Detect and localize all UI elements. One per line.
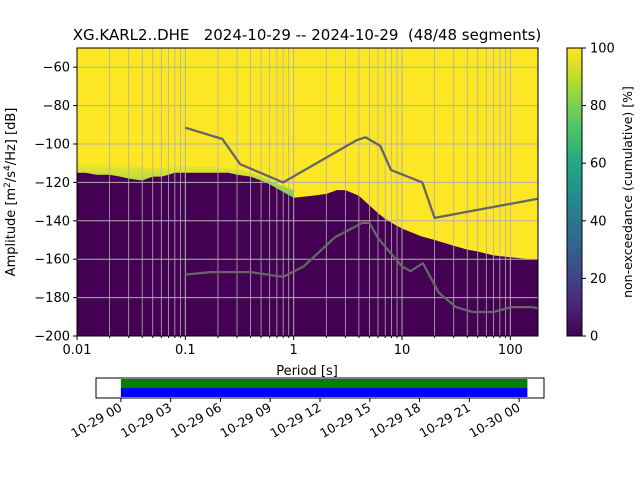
timeline-tick-label: 10-29 03 — [118, 400, 174, 441]
x-axis: 0.01 0.1 1 10 100 — [63, 336, 523, 358]
timeline-tick-label: 10-29 15 — [317, 400, 373, 441]
timeline-tick-label: 10-29 21 — [417, 400, 473, 441]
timeline-bar — [120, 388, 528, 397]
nlnm-curve — [185, 221, 538, 314]
colorbar-tick-label: 60 — [590, 157, 607, 172]
y-tick-label: −180 — [34, 291, 70, 306]
chart-title: XG.KARL2..DHE 2024-10-29 -- 2024-10-29 (… — [73, 26, 542, 44]
x-axis-label: Period [s] — [276, 364, 338, 379]
timeline-tick-label: 10-29 12 — [267, 400, 323, 441]
colorbar-tick-label: 80 — [590, 99, 607, 114]
timeline-tick-label: 10-29 06 — [168, 400, 224, 441]
timeline-tick-label: 10-29 18 — [367, 400, 423, 441]
colorbar-tick-label: 40 — [590, 214, 607, 229]
y-tick-label: −100 — [34, 138, 70, 153]
y-tick-label: −60 — [43, 61, 70, 76]
colorbar-tick-label: 100 — [590, 42, 615, 57]
y-tick-label: −160 — [34, 253, 70, 268]
x-tick-label: 1 — [290, 343, 298, 358]
y-axis: −60 −80 −100 −120 −140 −160 −180 −200 — [34, 61, 77, 345]
nhnm-curve — [184, 126, 538, 220]
y-axis-label: Amplitude [m2/s4/Hz] [dB] — [3, 108, 19, 277]
colorbar-axis: 0 20 40 60 80 100 — [582, 42, 615, 345]
x-tick-label: 0.01 — [63, 343, 92, 358]
colorbar — [567, 48, 582, 336]
timeline-tick-label: 10-30 00 — [466, 400, 522, 441]
timeline-bar — [120, 379, 528, 388]
colorbar-tick-label: 0 — [590, 330, 598, 345]
noise-model-curves — [184, 126, 538, 314]
y-tick-label: −140 — [34, 214, 70, 229]
timeline-tick-label: 10-29 09 — [218, 400, 274, 441]
x-tick-label: 100 — [498, 343, 523, 358]
y-tick-label: −120 — [34, 176, 70, 191]
timeline-tick-label: 10-29 00 — [68, 400, 124, 441]
low-percentile-region — [77, 172, 538, 336]
x-tick-label: 0.1 — [175, 343, 196, 358]
colorbar-label: non-exceedance (cumulative) [%] — [620, 86, 635, 298]
colorbar-tick-label: 20 — [590, 272, 607, 287]
plot-frame — [76, 47, 539, 337]
y-tick-label: −200 — [34, 330, 70, 345]
y-tick-label: −80 — [43, 99, 70, 114]
colorbar-frame — [566, 47, 583, 337]
x-tick-label: 10 — [394, 343, 411, 358]
psd-heatmap — [77, 48, 538, 336]
